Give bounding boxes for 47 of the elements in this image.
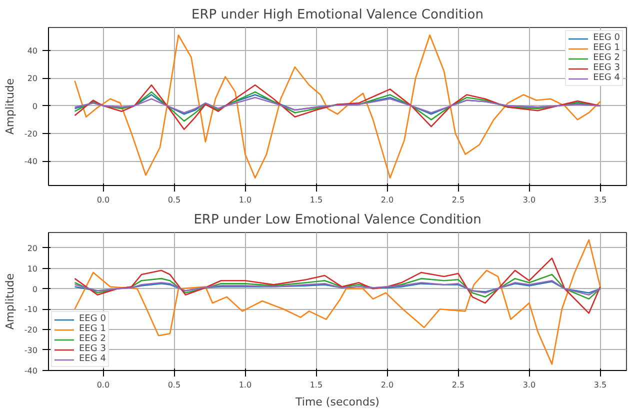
x-tick-label: 3.0	[522, 196, 536, 204]
x-tick-label: 3.5	[594, 380, 607, 390]
legend-label: EEG 0	[593, 33, 620, 43]
line-series	[74, 274, 601, 300]
x-tick-label: 2.5	[452, 380, 465, 390]
x-tick-label: 3.5	[594, 196, 607, 204]
x-tick-label: 0.0	[96, 380, 110, 390]
legend-label: EEG 4	[593, 73, 620, 83]
y-tick-label: 20	[27, 244, 38, 253]
line-series	[74, 84, 601, 130]
y-tick-label: 0	[32, 102, 38, 111]
x-tick-label: 1.0	[238, 380, 252, 390]
y-axis-title: Amplitude	[3, 78, 16, 135]
y-tick-label: -20	[24, 326, 38, 335]
x-tick-label: 1.5	[310, 380, 323, 390]
x-tick-label: 2.5	[452, 196, 465, 204]
x-tick-label: 3.0	[522, 380, 536, 390]
x-tick-label: 1.5	[310, 196, 323, 204]
legend-label: EEG 3	[79, 344, 106, 354]
y-tick-label: -40	[24, 157, 38, 166]
line-series	[74, 258, 601, 314]
y-tick-label: -30	[24, 346, 38, 355]
legend-label: EEG 1	[79, 324, 106, 334]
legend-label: EEG 2	[593, 53, 620, 63]
legend-label: EEG 0	[79, 314, 106, 324]
legend-label: EEG 3	[593, 63, 620, 73]
y-tick-label: -20	[24, 130, 38, 139]
legend-label: EEG 2	[79, 334, 106, 344]
y-tick-label: 10	[27, 264, 38, 274]
y-tick-label: -10	[24, 305, 38, 314]
x-tick-label: 0.0	[96, 196, 110, 204]
legend-label: EEG 1	[593, 43, 620, 53]
y-tick-label: -40	[24, 366, 38, 376]
y-tick-label: 0	[32, 284, 38, 294]
x-tick-label: 0.5	[168, 196, 181, 204]
x-tick-label: 0.5	[168, 380, 181, 390]
x-tick-label: 1.0	[238, 196, 252, 204]
x-axis-title: Time (seconds)	[294, 396, 380, 408]
y-tick-label: 40	[27, 46, 38, 56]
x-tick-label: 2.0	[380, 196, 394, 204]
chart-title: ERP under High Emotional Valence Condition	[192, 8, 484, 22]
line-series	[74, 239, 601, 365]
y-axis-title: Amplitude	[3, 273, 16, 330]
x-tick-label: 2.0	[380, 380, 394, 390]
legend-label: EEG 4	[79, 354, 106, 364]
y-tick-label: 20	[27, 74, 38, 84]
chart-title: ERP under Low Emotional Valence Condition	[194, 212, 482, 228]
